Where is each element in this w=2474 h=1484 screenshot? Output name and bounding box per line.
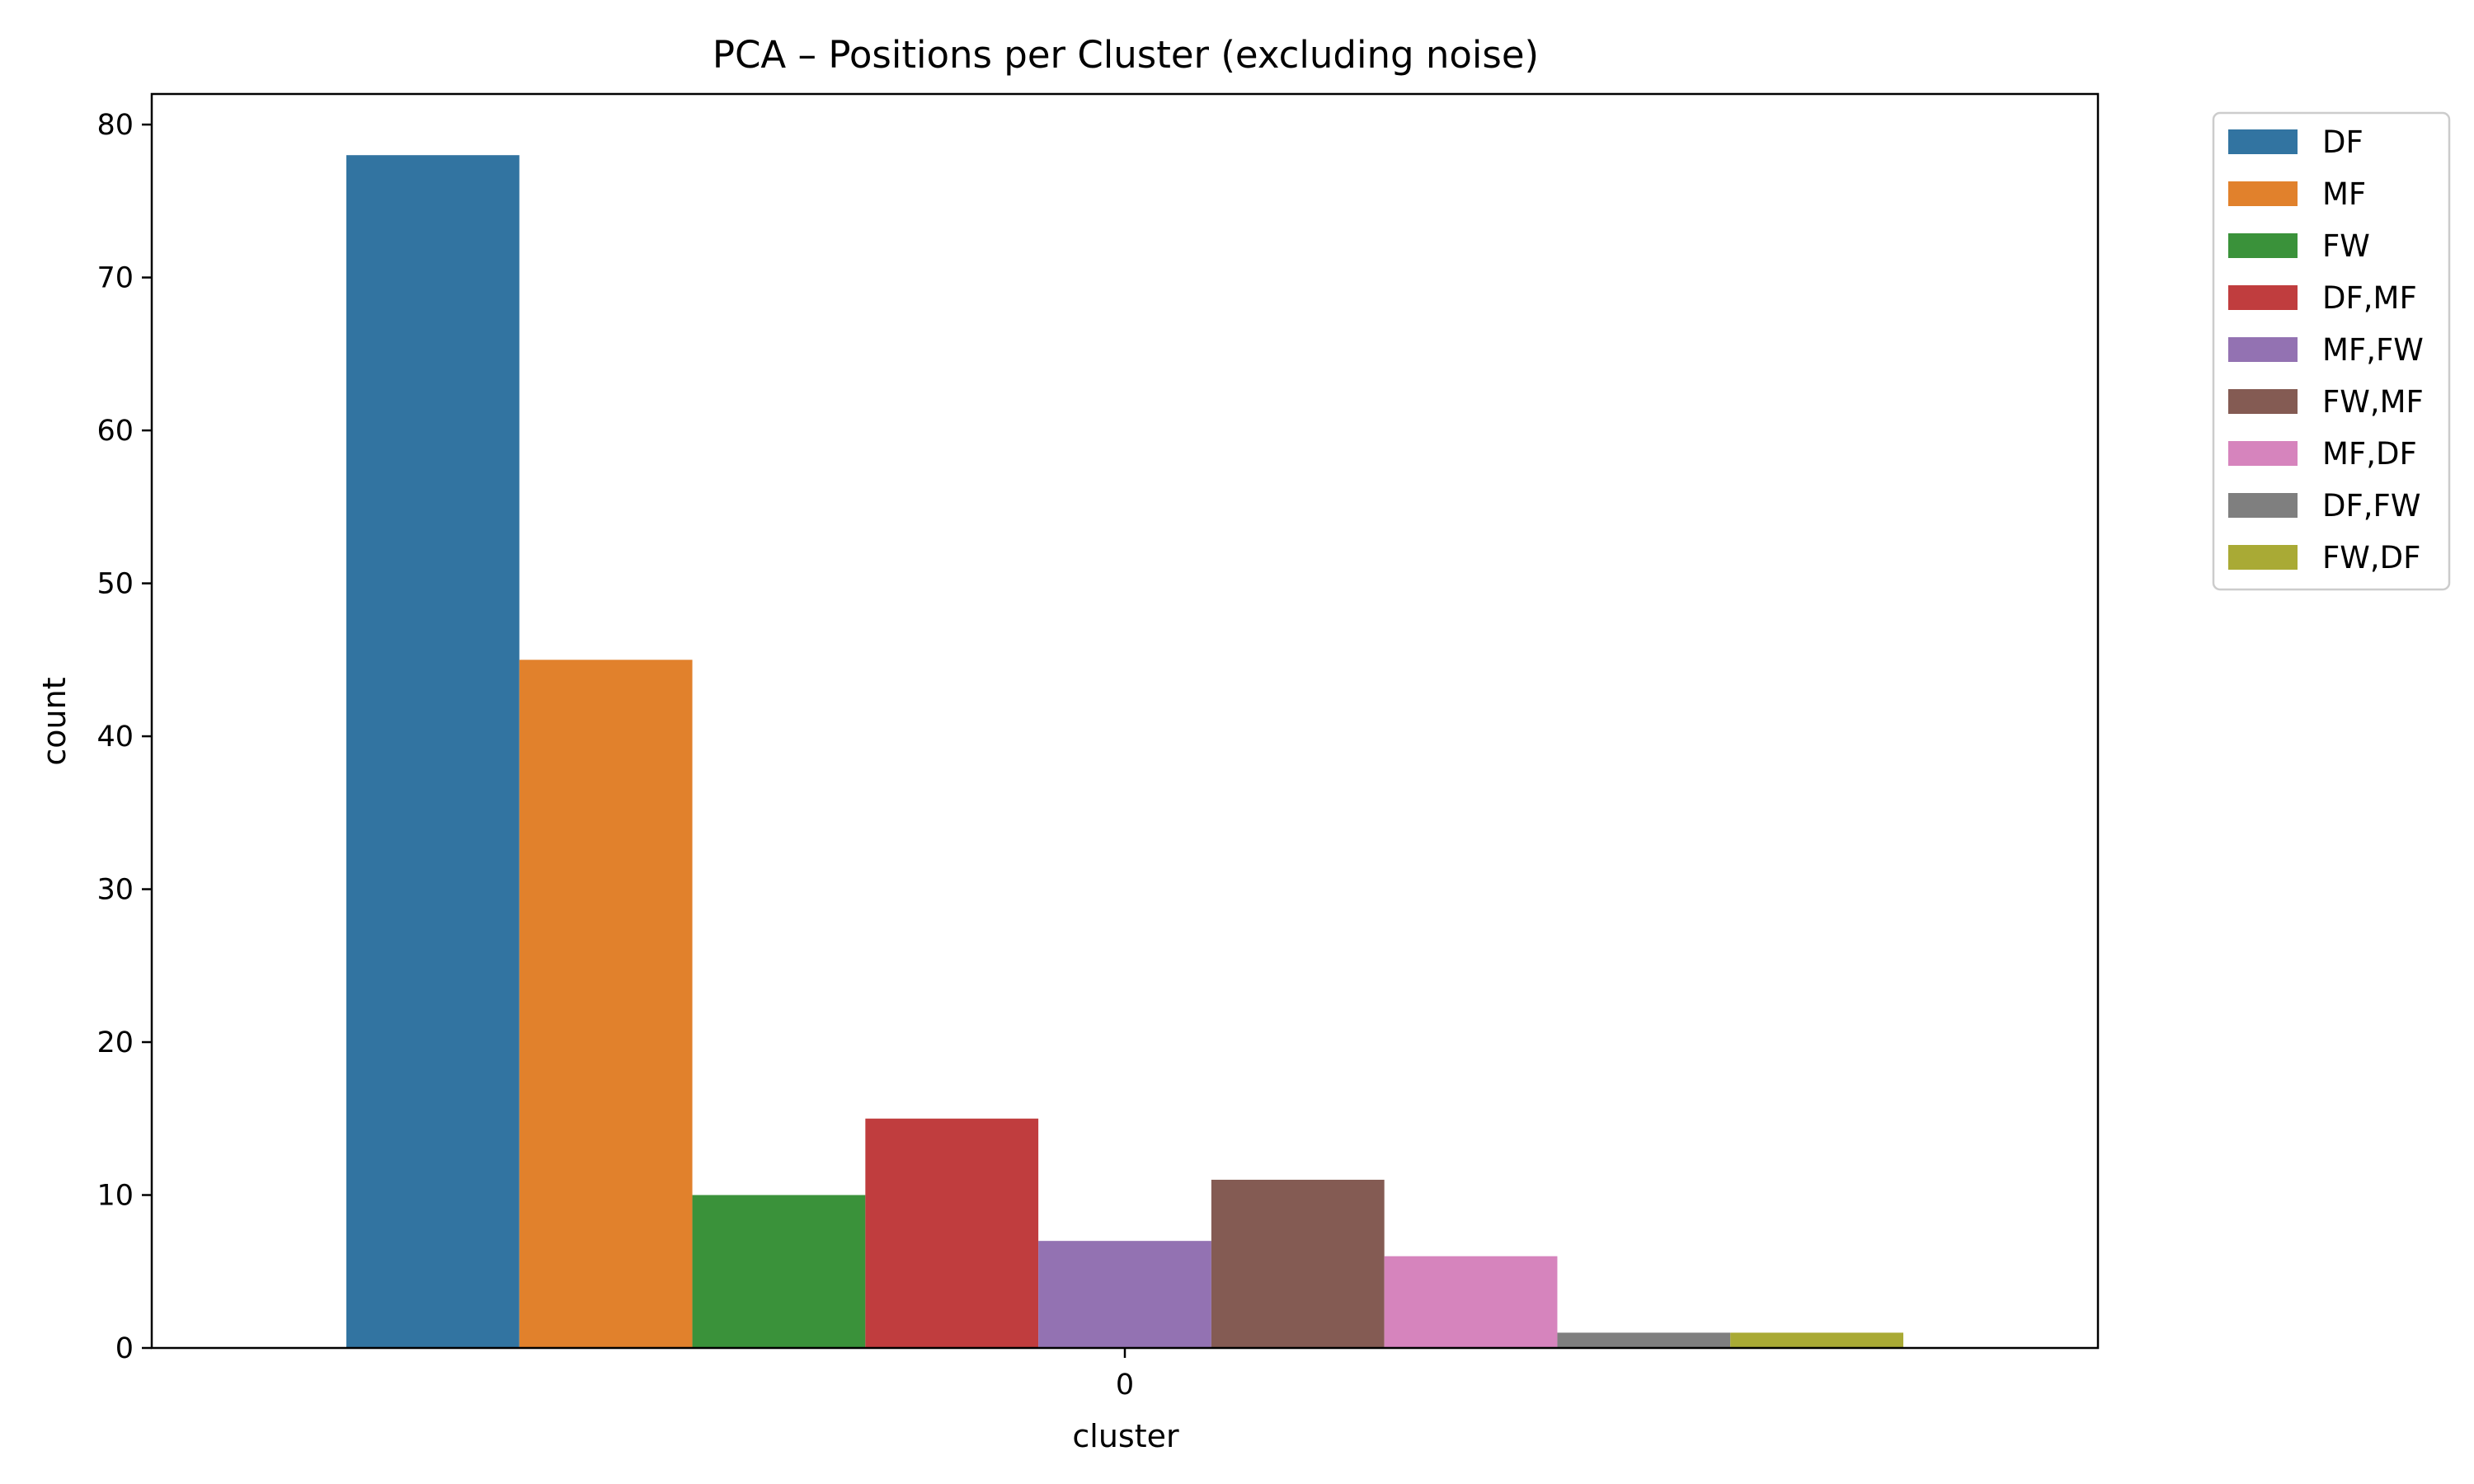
legend-swatch bbox=[2228, 233, 2298, 258]
bar-df bbox=[346, 155, 520, 1349]
legend-swatch bbox=[2228, 285, 2298, 310]
x-axis-label: cluster bbox=[1072, 1418, 1179, 1454]
legend-swatch bbox=[2228, 389, 2298, 414]
y-tick-label: 80 bbox=[96, 109, 134, 142]
chart-title: PCA – Positions per Cluster (excluding n… bbox=[713, 33, 1539, 77]
legend-item-label: DF,MF bbox=[2322, 280, 2417, 316]
legend-swatch bbox=[2228, 181, 2298, 206]
legend-item-label: FW,DF bbox=[2322, 540, 2420, 575]
bar-df-mf bbox=[865, 1118, 1039, 1348]
legend-item-label: DF bbox=[2322, 124, 2363, 160]
legend: DF MF FW DF,MF MF,FW FW,MF MF,DF DF,FW FW,DF bbox=[2212, 111, 2451, 591]
y-tick-label: 20 bbox=[96, 1026, 134, 1059]
bars-group bbox=[346, 155, 1903, 1349]
y-tick-label: 0 bbox=[115, 1332, 134, 1365]
legend-item-label: MF,FW bbox=[2322, 332, 2424, 368]
y-tick-label: 30 bbox=[96, 874, 134, 907]
x-tick-label: 0 bbox=[1116, 1369, 1134, 1402]
legend-swatch bbox=[2228, 129, 2298, 154]
y-tick-label: 50 bbox=[96, 568, 134, 601]
legend-item-label: MF bbox=[2322, 176, 2366, 212]
x-axis: 0 bbox=[1116, 1348, 1134, 1402]
legend-swatch bbox=[2228, 545, 2298, 570]
legend-item-label: DF,FW bbox=[2322, 488, 2420, 524]
bar-fw-df bbox=[1730, 1332, 1903, 1348]
bar-df-fw bbox=[1557, 1332, 1731, 1348]
bar-fw-mf bbox=[1211, 1179, 1385, 1348]
y-tick-label: 60 bbox=[96, 415, 134, 448]
y-tick-label: 40 bbox=[96, 721, 134, 754]
bar-mf bbox=[519, 660, 693, 1348]
legend-swatch bbox=[2228, 441, 2298, 466]
legend-item-label: FW bbox=[2322, 228, 2370, 264]
y-tick-label: 10 bbox=[96, 1180, 134, 1213]
y-axis-label: count bbox=[36, 677, 73, 765]
bar-fw bbox=[692, 1195, 866, 1348]
y-tick-label: 70 bbox=[96, 262, 134, 295]
legend-item-label: FW,MF bbox=[2322, 384, 2424, 420]
legend-frame bbox=[2212, 111, 2451, 591]
legend-item-label: MF,DF bbox=[2322, 436, 2417, 472]
y-axis: 0 10 20 30 40 50 60 70 80 bbox=[96, 109, 152, 1365]
legend-swatch bbox=[2228, 337, 2298, 362]
bar-mf-fw bbox=[1038, 1241, 1211, 1348]
bar-mf-df bbox=[1384, 1256, 1558, 1348]
legend-swatch bbox=[2228, 493, 2298, 518]
